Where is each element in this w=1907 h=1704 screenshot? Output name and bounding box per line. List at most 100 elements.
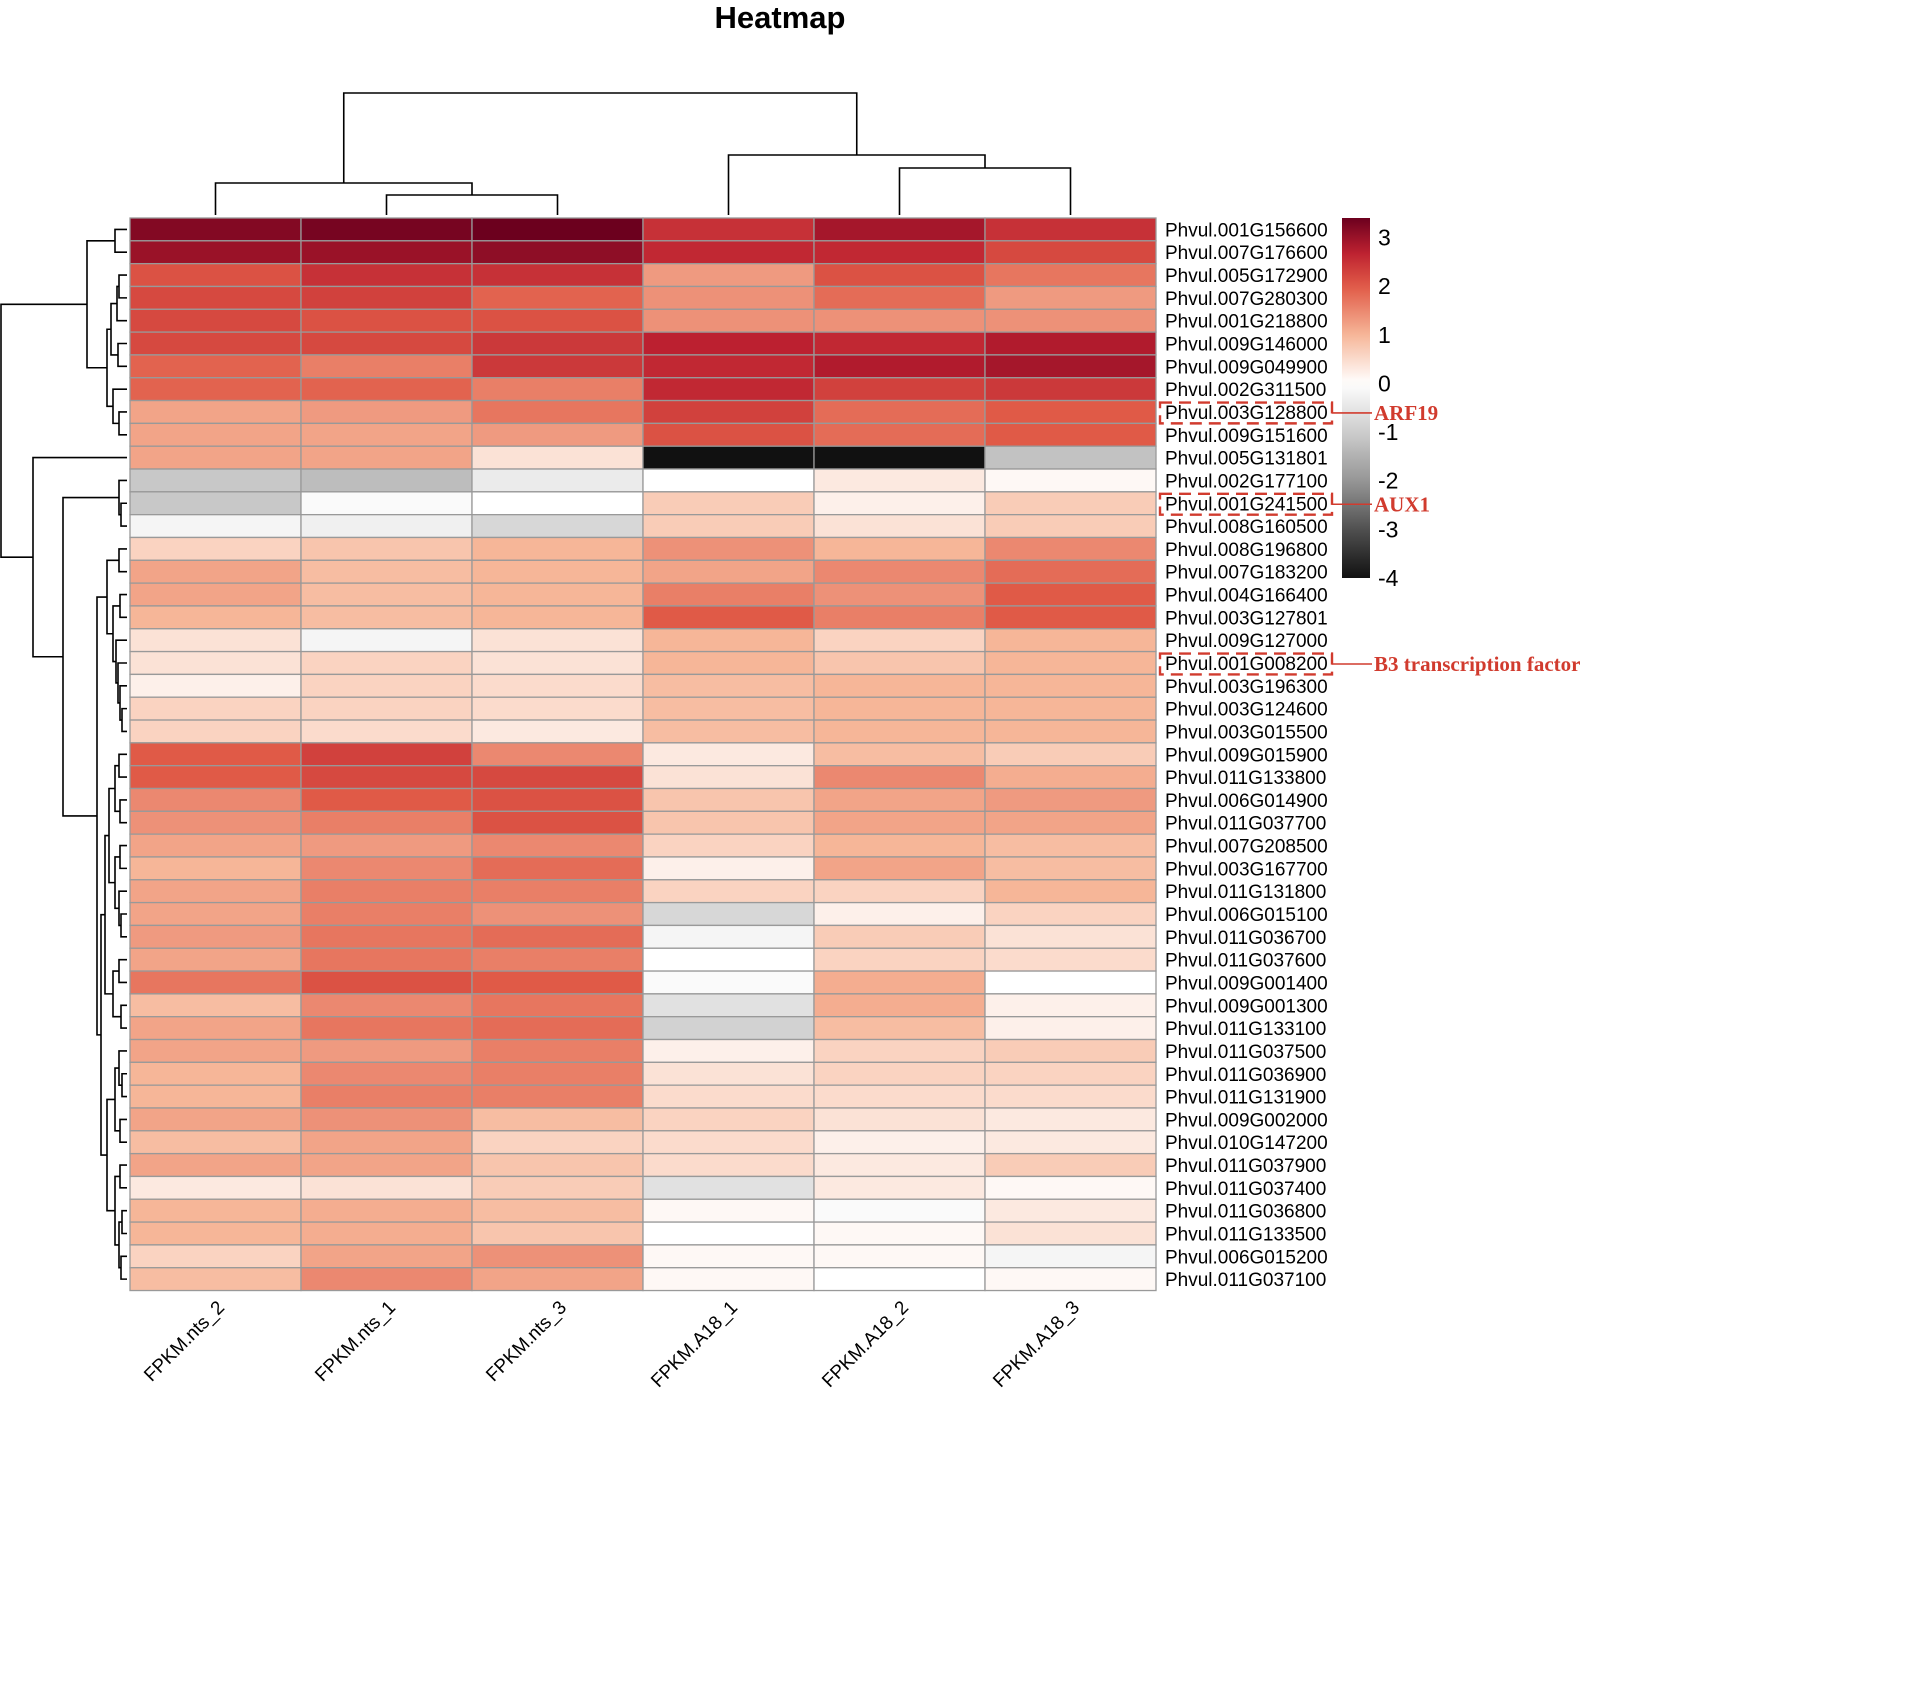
heatmap-cell — [471, 1061, 644, 1086]
row-dendrogram-branch — [119, 844, 127, 870]
row-label: Phvul.011G037900 — [1165, 1156, 1326, 1177]
heatmap-cell — [471, 445, 644, 470]
heatmap-cell — [129, 514, 302, 539]
row-dendrogram-branch — [121, 707, 127, 733]
heatmap-cell — [300, 650, 473, 676]
row-label: Phvul.004G166400 — [1165, 586, 1328, 607]
heatmap-cell — [642, 399, 815, 425]
heatmap-cell — [129, 262, 302, 288]
heatmap-cell — [642, 468, 815, 493]
heatmap-cell — [642, 650, 815, 676]
heatmap-cell — [984, 536, 1157, 561]
row-label: Phvul.009G015900 — [1165, 745, 1328, 766]
row-label: Phvul.011G131900 — [1165, 1088, 1326, 1109]
column-dendrogram-branch — [385, 194, 559, 215]
heatmap-cell — [813, 787, 986, 812]
row-dendrogram-branch — [62, 496, 119, 817]
heatmap-cell — [300, 514, 473, 539]
row-label: Phvul.003G127801 — [1165, 608, 1328, 629]
heatmap-cell — [471, 947, 644, 972]
heatmap-cell — [984, 1152, 1157, 1178]
row-label: Phvul.009G127000 — [1165, 631, 1328, 652]
column-label: FPKM.nts_3 — [482, 1297, 571, 1386]
heatmap-cell — [471, 559, 644, 584]
heatmap-cell — [471, 536, 644, 561]
row-label: Phvul.011G131800 — [1165, 882, 1326, 903]
heatmap-cell — [642, 1175, 815, 1200]
heatmap-cell — [471, 1244, 644, 1269]
heatmap-cell — [813, 1130, 986, 1155]
heatmap-cell — [642, 1130, 815, 1155]
heatmap-cell — [984, 742, 1157, 767]
heatmap-cell — [471, 924, 644, 949]
heatmap-cell — [984, 947, 1157, 972]
heatmap-cell — [300, 1244, 473, 1269]
heatmap-cell — [129, 308, 302, 333]
heatmap-cell — [471, 856, 644, 881]
heatmap-cell — [642, 559, 815, 584]
row-dendrogram-branch — [106, 1098, 115, 1212]
heatmap-cell — [129, 993, 302, 1018]
heatmap-cell — [813, 217, 986, 242]
heatmap-cell — [471, 696, 644, 721]
row-dendrogram-branch — [119, 685, 127, 721]
heatmap-cell — [642, 1061, 815, 1086]
heatmap-cell — [642, 765, 815, 790]
legend-color-bar — [1342, 218, 1370, 578]
heatmap-cell — [300, 605, 473, 630]
row-dendrogram-branch — [121, 1072, 127, 1098]
heatmap-cell — [300, 742, 473, 767]
heatmap-cell — [984, 810, 1157, 835]
heatmap-cell — [813, 1221, 986, 1246]
row-dendrogram-branch — [119, 799, 127, 824]
heatmap-cell — [813, 1038, 986, 1063]
heatmap-cell — [984, 765, 1157, 790]
heatmap-cell — [300, 217, 473, 242]
heatmap-cell — [642, 422, 815, 447]
heatmap-cell — [984, 924, 1157, 949]
row-label: Phvul.009G151600 — [1165, 426, 1328, 447]
heatmap-cell — [471, 1267, 644, 1292]
heatmap-cell — [129, 1198, 302, 1223]
heatmap-cell — [471, 422, 644, 447]
row-dendrogram-branch — [118, 753, 127, 778]
row-label: Phvul.009G001400 — [1165, 973, 1328, 994]
heatmap-cell — [129, 331, 302, 356]
heatmap-cell — [300, 377, 473, 402]
heatmap-cell — [129, 628, 302, 653]
heatmap-cell — [129, 650, 302, 676]
heatmap-cell — [129, 468, 302, 493]
row-dendrogram-branch — [120, 502, 127, 527]
heatmap-cell — [129, 354, 302, 379]
row-dendrogram-branch — [121, 1209, 127, 1235]
heatmap-cell — [813, 924, 986, 949]
heatmap-cell — [300, 331, 473, 356]
heatmap-cell — [642, 1084, 815, 1109]
heatmap-cell — [813, 1107, 986, 1132]
heatmap-cell — [300, 308, 473, 333]
row-dendrogram-branch — [100, 913, 107, 1156]
heatmap-cell — [471, 1038, 644, 1063]
heatmap-cell — [300, 468, 473, 493]
heatmap-cell — [129, 719, 302, 744]
heatmap-cell — [813, 650, 986, 676]
heatmap-cell — [813, 696, 986, 721]
heatmap-cell — [300, 924, 473, 949]
heatmap-cell — [129, 217, 302, 242]
heatmap-cell — [813, 628, 986, 653]
heatmap-cell — [300, 628, 473, 653]
heatmap-cell — [471, 1152, 644, 1178]
heatmap-cell — [300, 1152, 473, 1178]
heatmap-cell — [471, 765, 644, 790]
row-label: Phvul.002G311500 — [1165, 380, 1326, 401]
heatmap-cell — [984, 1084, 1157, 1109]
heatmap-cell — [129, 491, 302, 516]
heatmap-cell — [984, 422, 1157, 447]
heatmap-cell — [300, 1267, 473, 1292]
row-label: Phvul.009G002000 — [1165, 1110, 1328, 1131]
heatmap-cell — [129, 1038, 302, 1063]
heatmap-cell — [642, 970, 815, 995]
row-label: Phvul.010G147200 — [1165, 1133, 1328, 1154]
heatmap-cell — [471, 879, 644, 904]
heatmap-cell — [984, 262, 1157, 288]
